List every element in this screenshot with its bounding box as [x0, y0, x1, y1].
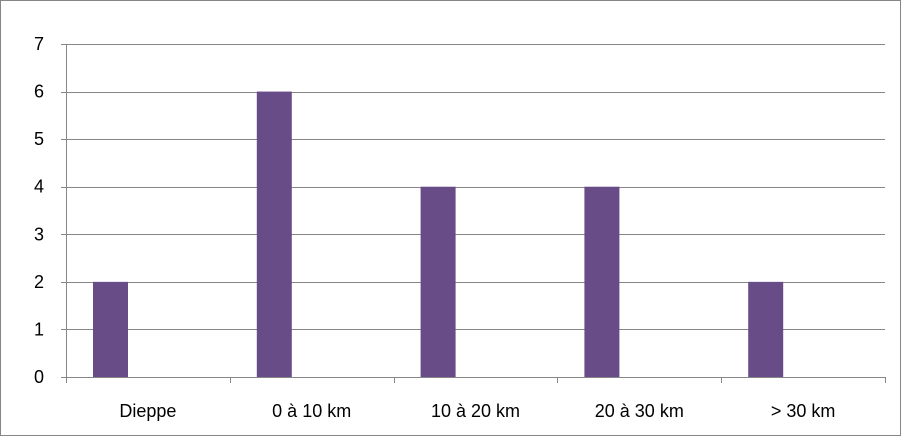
y-tick-label: 6	[34, 82, 44, 102]
bar-5	[748, 281, 784, 377]
y-tick-label: 3	[34, 224, 44, 244]
y-tick-label: 1	[34, 319, 44, 339]
y-tick-labels: 0 1 2 3 4 5 6 7	[34, 34, 44, 387]
bar-2	[256, 91, 292, 378]
bar-4	[584, 186, 620, 377]
y-tick-label: 7	[34, 34, 44, 54]
bar-1	[93, 281, 128, 377]
gridlines	[66, 44, 885, 330]
y-tick-label: 0	[34, 367, 44, 387]
x-tick-label: 20 à 30 km	[595, 401, 684, 421]
y-tick-label: 2	[34, 272, 44, 292]
bar-3	[420, 186, 456, 377]
x-tick-label: Dieppe	[119, 401, 176, 421]
bars	[93, 91, 784, 378]
x-tick-label: 0 à 10 km	[272, 401, 351, 421]
y-tick-label: 4	[34, 177, 44, 197]
y-tick-label: 5	[34, 129, 44, 149]
x-tick-labels: Dieppe 0 à 10 km 10 à 20 km 20 à 30 km > 30 …	[119, 401, 835, 421]
x-tick-label: > 30 km	[771, 401, 836, 421]
x-tick-label: 10 à 20 km	[431, 401, 520, 421]
axes	[61, 44, 886, 383]
